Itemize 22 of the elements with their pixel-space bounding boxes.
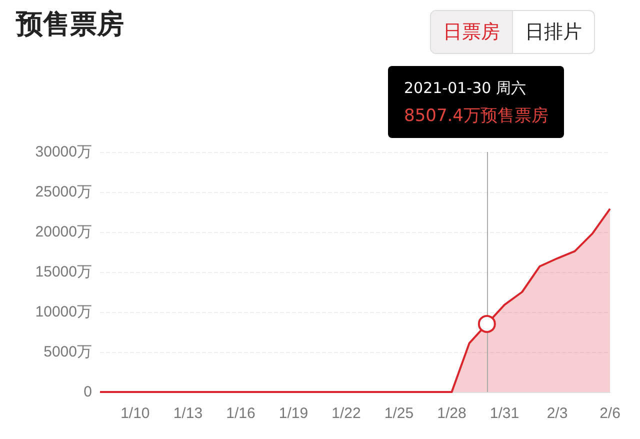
y-tick-label: 0	[84, 384, 92, 400]
x-tick-label: 1/22	[332, 405, 361, 422]
x-tick-label: 1/16	[226, 405, 256, 422]
y-tick-label: 25000万	[35, 184, 92, 200]
x-tick-label: 2/3	[546, 405, 568, 422]
text: 日排片	[524, 20, 583, 45]
y-tick-label: 15000万	[35, 264, 92, 280]
y-tick-label: 20000万	[35, 224, 92, 240]
text: 2021-01-30 周六	[404, 78, 527, 99]
x-tick-label: 1/13	[173, 405, 203, 422]
text: 日票房	[431, 11, 513, 53]
x-tick-label: 2/6	[600, 405, 620, 422]
x-tick-label: 1/28	[437, 405, 466, 422]
x-tick-label: 1/19	[278, 405, 308, 422]
y-tick-label: 5000万	[44, 344, 92, 360]
x-tick-label: 1/10	[120, 405, 150, 422]
x-tick-label: 1/31	[490, 405, 520, 422]
x-tick-label: 1/25	[384, 405, 414, 422]
y-tick-label: 10000万	[35, 304, 92, 320]
text: 8507.4万预售票房	[404, 105, 548, 128]
chart-title: 预售票房	[16, 8, 124, 42]
y-tick-label: 30000万	[35, 144, 92, 160]
